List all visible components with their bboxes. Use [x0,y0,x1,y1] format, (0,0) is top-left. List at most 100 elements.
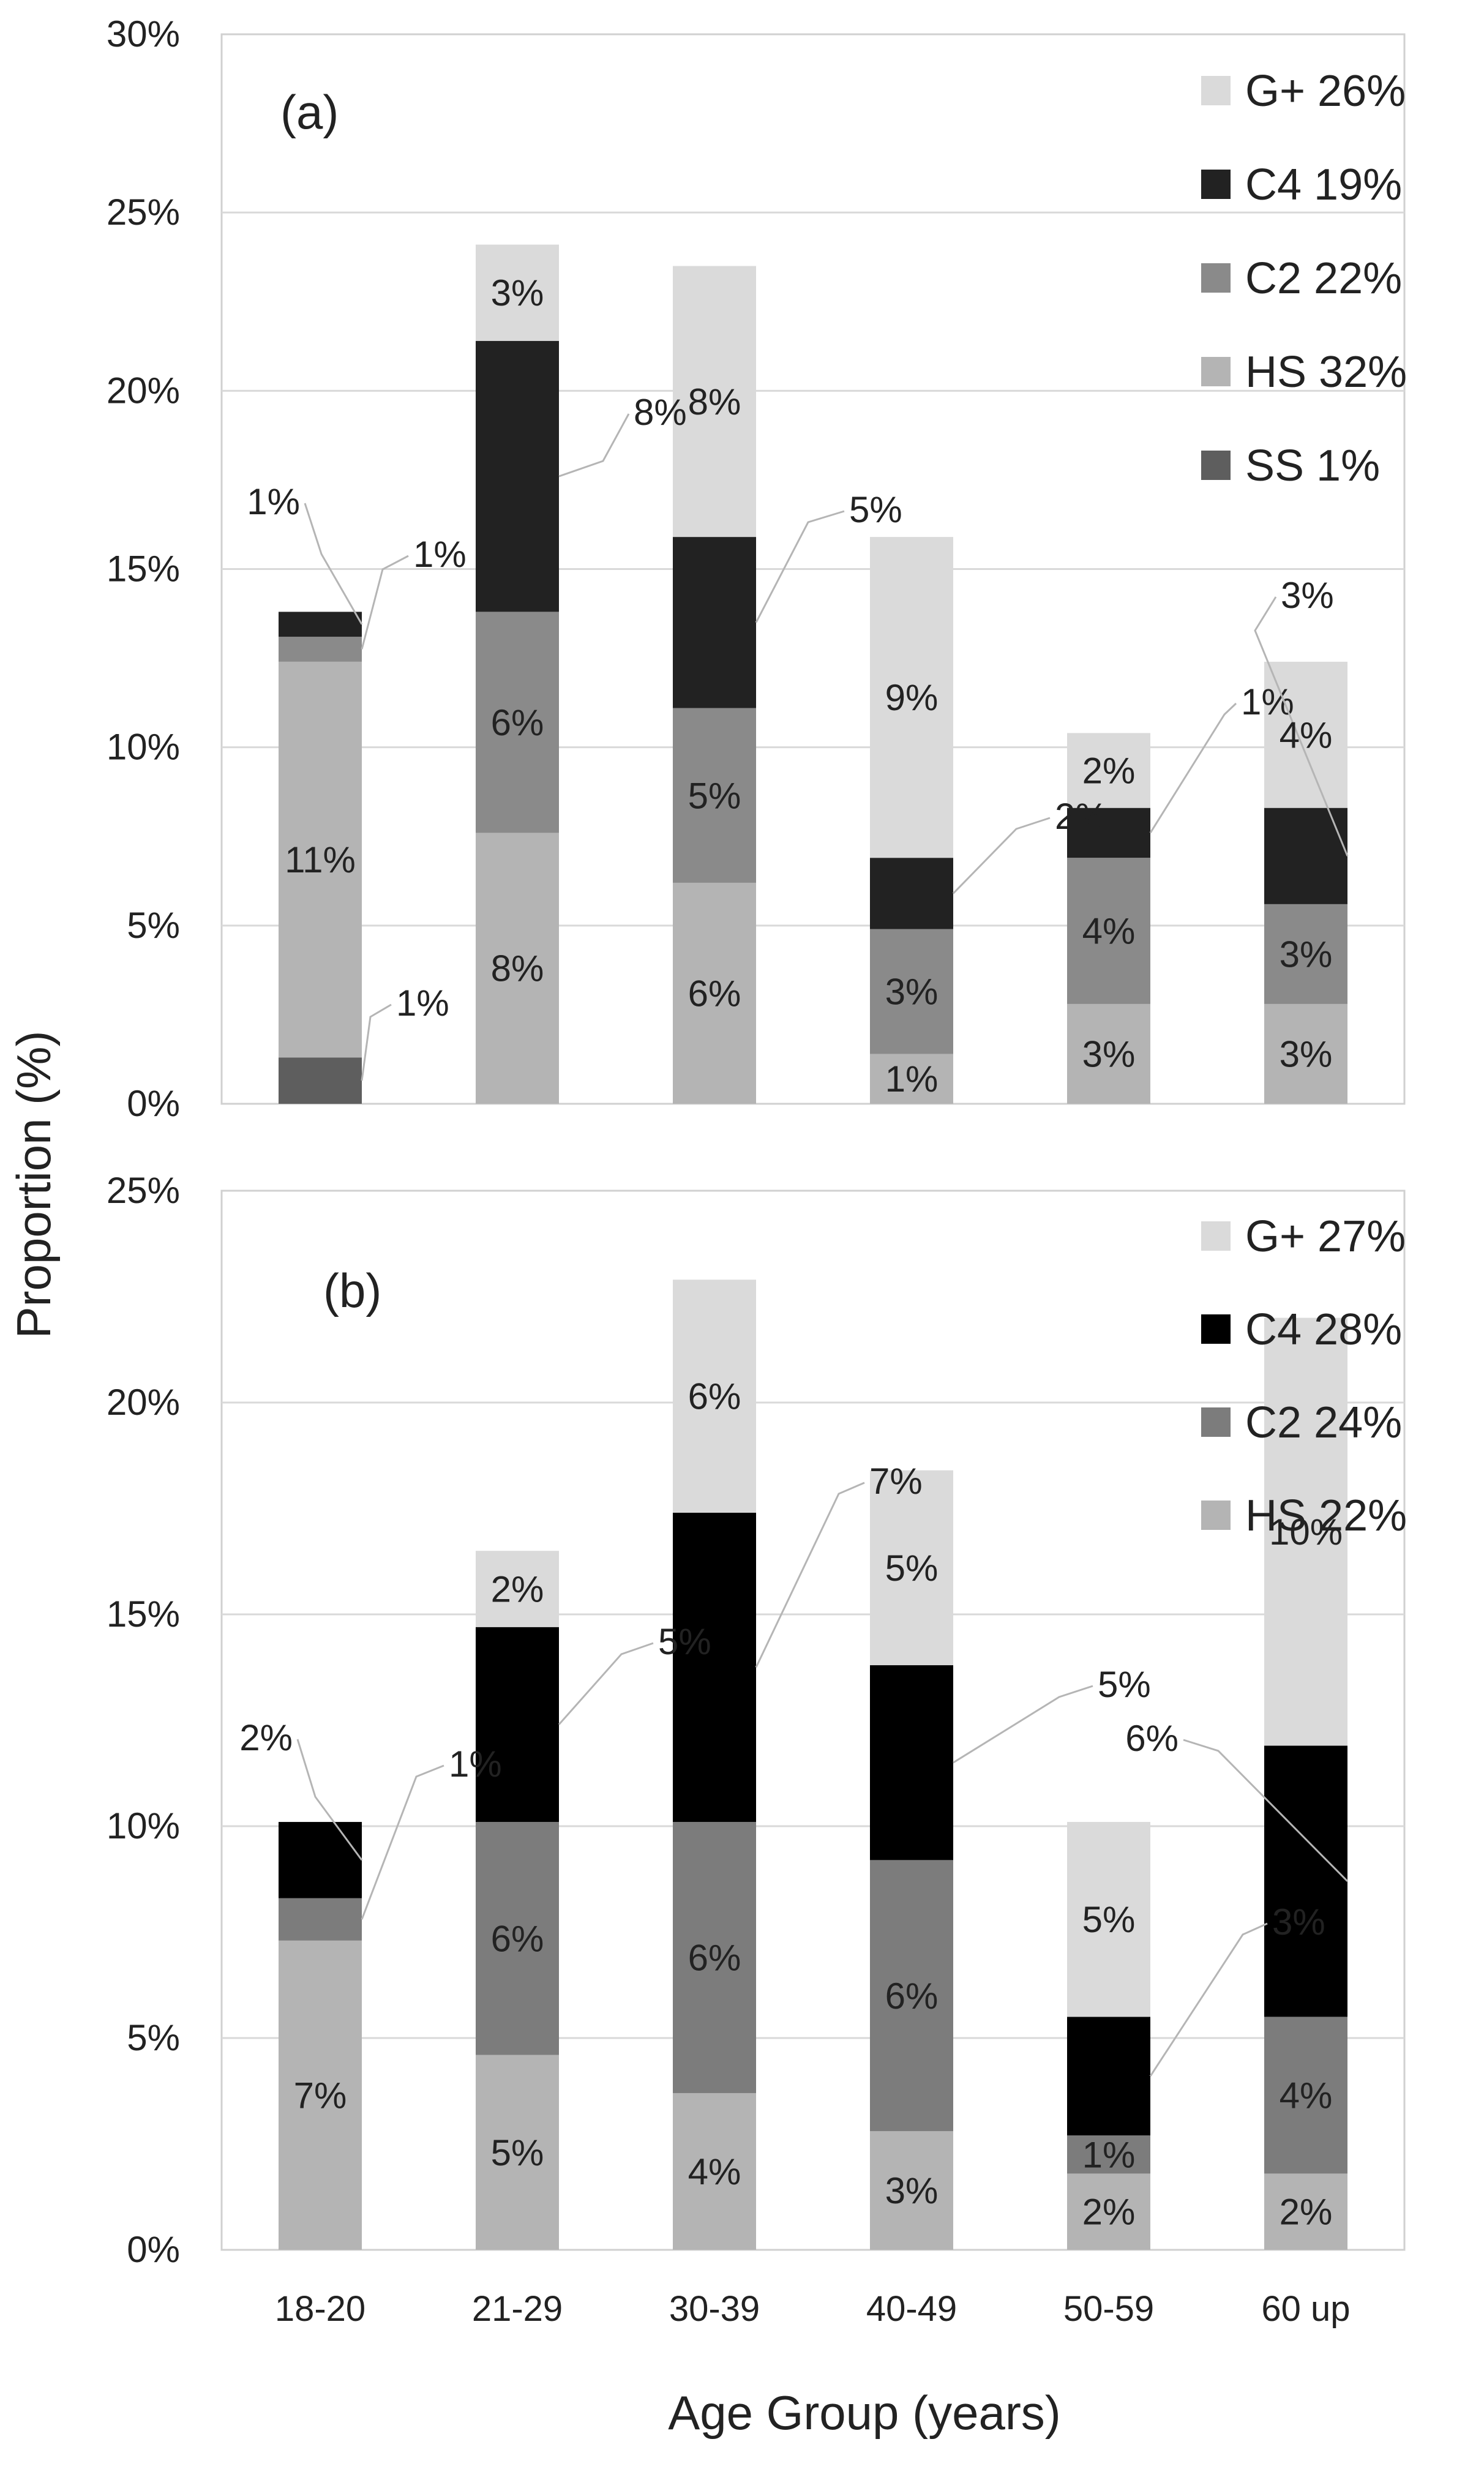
y-tick-label: 0% [127,2229,180,2270]
bar-segment-C2-40-49 [870,929,953,1054]
bar-segment-C4-50-59 [1067,807,1150,858]
y-tick-label: 30% [107,13,180,54]
legend-swatch [1201,1501,1231,1530]
bar-segment-C4-30-39 [673,1512,756,1823]
legend-swatch [1201,1221,1231,1251]
callout-label: 7% [869,1461,923,1502]
callout-label: 3% [1272,1901,1325,1943]
segment-label: 3% [885,2170,939,2211]
bar-segment-HS-18-20 [279,1940,362,2250]
legend-swatch [1201,451,1231,480]
bar-segment-C4-50-59 [1067,2017,1150,2136]
segment-label: 7% [294,2075,347,2116]
callout-leader [1183,1739,1349,1883]
bar-segment-Gplus-50-59 [1067,733,1150,808]
bar-segment-HS-50-59 [1067,1003,1150,1104]
panel-a: 0% 5% 10% 15% 20% 25% 30% 1% 11% 8% 6% 1% 3% 3% 1% 6% 5%… [107,13,1407,1124]
bar-segment-HS-30-39 [673,882,756,1104]
bar-segment-Gplus-40-49 [870,1470,953,1666]
bar-segment-SS-18-20 [279,1057,362,1104]
bar-segment-Gplus-30-39 [673,266,756,538]
segment-label: 6% [885,1976,939,2017]
bar-segment-HS-50-59 [1067,2173,1150,2250]
callout-leader [558,413,630,478]
legend-label: G+ 26% [1245,67,1406,116]
segment-label: 3% [885,972,939,1013]
x-tick-label: 21-29 [472,2289,563,2329]
callout-label: 1% [247,481,300,522]
segment-label: 6% [491,702,544,743]
callout-leader [1254,596,1349,856]
bar-segment-C4-21-29 [476,340,559,612]
bar-segment-HS-30-39 [673,2092,756,2250]
segment-label: 5% [1082,1899,1136,1940]
segment-label: 10% [1269,1512,1343,1553]
bar-segment-C2-50-59 [1067,2135,1150,2174]
panel-b: 0% 5% 10% 15% 20% 25% 7% 5% 4% 3% 2% 2% 1% 6% 6% 6% 1% 4%… [107,1170,1407,2329]
bar-segment-C2-21-29 [476,612,559,833]
legend-swatch [1201,1314,1231,1344]
legend-label: SS 1% [1245,441,1380,490]
segment-label: 3% [491,272,544,313]
segment-label: 11% [285,839,356,880]
callout-leader [361,555,409,650]
callout-leader [1149,702,1237,834]
callout-label: 2% [239,1717,293,1758]
y-tick-label: 10% [107,1805,180,1846]
callout-leader [952,817,1051,894]
bar-segment-Gplus-50-59 [1067,1822,1150,2017]
segment-label: 2% [1082,751,1136,792]
segment-label: 4% [1280,2075,1333,2116]
segment-label: 6% [491,1918,544,1959]
segment-label: 5% [688,775,741,816]
legend-label: HS 22% [1245,1491,1407,1540]
segment-label: 4% [1082,911,1136,952]
bar-segment-Gplus-30-39 [673,1279,756,1513]
bar-segment-C4-40-49 [870,858,953,929]
y-tick-label: 20% [107,1382,180,1423]
callout-label: 6% [1125,1718,1179,1759]
y-tick-label: 15% [107,1594,180,1635]
y-tick-label: 20% [107,370,180,411]
x-tick-label: 18-20 [275,2289,365,2329]
bar-segment-C4-60 up [1264,1745,1347,2017]
bar-segment-HS-60 up [1264,1003,1347,1104]
panel-tag: (a) [280,85,339,139]
callout-leader [296,1739,363,1861]
segment-label: 6% [688,1376,741,1417]
x-tick-label: 30-39 [669,2289,760,2329]
callout-label: 1% [449,1744,502,1785]
bar-segment-C4-18-20 [279,1822,362,1898]
x-tick-label: 50-59 [1063,2289,1154,2329]
y-tick-label: 0% [127,1083,180,1124]
callout-leader [361,1764,444,1920]
legend-label: C2 22% [1245,254,1402,303]
segment-label: 6% [688,973,741,1014]
segment-label: 5% [491,2132,544,2173]
bar-segment-C2-30-39 [673,708,756,883]
segment-label: 3% [1082,1033,1136,1074]
callout-label: 1% [396,983,449,1024]
legend-swatch [1201,170,1231,199]
callout-label: 3% [1281,575,1334,616]
bar-segment-C2-18-20 [279,1898,362,1941]
bar-segment-C2-50-59 [1067,858,1150,1004]
bar-segment-HS-60 up [1264,2173,1347,2250]
legend-swatch [1201,1407,1231,1437]
legend-label: C4 28% [1245,1305,1402,1354]
bar-segment-HS-18-20 [279,661,362,1058]
bar-segment-HS-21-29 [476,2055,559,2250]
bar-segment-C4-18-20 [279,612,362,637]
segment-label: 4% [1280,714,1333,755]
y-tick-label: 5% [127,2017,180,2058]
bar-segment-C4-21-29 [476,1627,559,1823]
legend-label: HS 32% [1245,348,1407,397]
legend-label: C4 19% [1245,160,1402,209]
bar-segment-C2-21-29 [476,1822,559,2055]
bar-segment-C2-60 up [1264,2017,1347,2174]
segment-label: 8% [688,381,741,422]
segment-label: 4% [688,2151,741,2192]
bar-segment-Gplus-21-29 [476,1551,559,1627]
segment-label: 2% [491,1568,544,1609]
y-tick-label: 15% [107,549,180,590]
